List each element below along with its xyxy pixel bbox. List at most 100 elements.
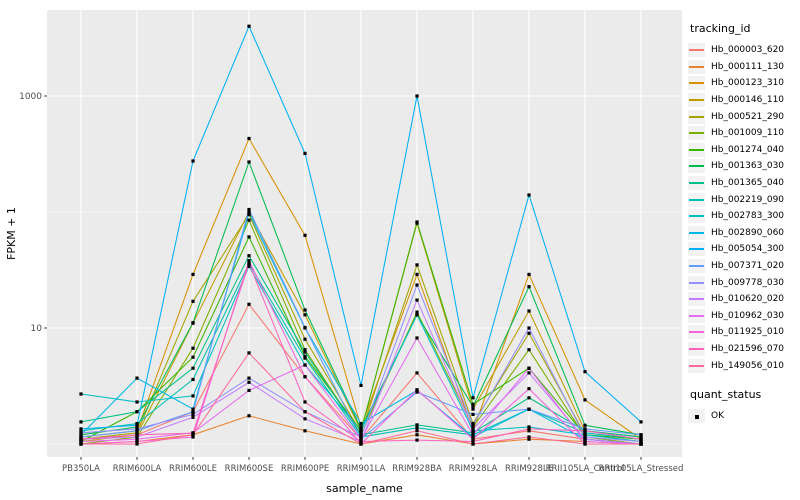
quant-legend: quant_status OK [688, 388, 798, 425]
data-point-marker [135, 425, 139, 429]
data-point-marker [191, 299, 195, 303]
data-point-marker [415, 94, 419, 98]
data-point-marker [191, 394, 195, 398]
data-point-marker [527, 407, 531, 411]
data-point-marker [471, 412, 475, 416]
data-point-marker [415, 220, 419, 224]
legend-item: Hb_007371_020 [688, 258, 798, 275]
x-tick-label: RRIM928LE [505, 464, 553, 474]
data-point-marker [135, 427, 139, 431]
data-point-marker [415, 390, 419, 394]
data-point-marker [247, 261, 251, 266]
data-point-marker [79, 442, 83, 446]
data-point-marker [79, 439, 83, 444]
x-tick-label: RRIM600LA [113, 464, 162, 474]
data-point-marker [471, 402, 475, 406]
legend-item: Hb_001363_030 [688, 158, 798, 175]
data-point-marker [527, 437, 531, 441]
data-point-marker [471, 405, 475, 409]
data-point-marker [135, 410, 139, 414]
legend-swatch [688, 76, 705, 91]
data-point-marker [527, 427, 531, 431]
data-point-marker [583, 370, 587, 374]
legend-line-icon [689, 65, 704, 68]
y-axis-title: FPKM + 1 [5, 207, 18, 260]
data-point-marker [415, 263, 419, 267]
data-point-marker [191, 433, 195, 437]
legend-item-label: Hb_002219_090 [711, 194, 785, 205]
data-point-marker [527, 366, 531, 370]
quant-legend-items: OK [688, 408, 798, 425]
legend-item-label: Hb_000003_620 [711, 45, 785, 56]
data-point-marker [247, 388, 251, 392]
data-point-marker [135, 423, 139, 427]
data-point-marker [471, 437, 475, 441]
plot-panel [47, 10, 682, 457]
data-point-marker [135, 433, 139, 437]
legend-line-icon [689, 331, 704, 334]
legend-item-label: Hb_002783_300 [711, 211, 785, 222]
data-point-marker [471, 435, 475, 439]
quant-legend-item: OK [688, 408, 798, 425]
data-point-marker [303, 325, 307, 330]
data-point-marker [79, 433, 83, 437]
data-point-marker [527, 309, 531, 313]
legend-swatch [688, 358, 705, 373]
data-point-marker [191, 435, 195, 439]
legend-swatch [688, 225, 705, 240]
data-point-marker [639, 439, 643, 444]
legend-item-label: Hb_000146_110 [711, 95, 785, 106]
data-point-marker [303, 429, 307, 433]
data-point-marker [191, 407, 195, 411]
data-point-marker [415, 433, 419, 437]
legend-swatch [688, 308, 705, 323]
data-point-marker [191, 366, 195, 370]
legend-swatch [688, 159, 705, 174]
data-point-marker [303, 410, 307, 414]
data-point-marker [303, 151, 307, 155]
legend-swatch [688, 192, 705, 207]
data-point-marker [639, 420, 643, 424]
legend-item: Hb_021596_070 [688, 341, 798, 358]
data-point-marker [415, 272, 419, 276]
legend-line-icon [689, 298, 704, 301]
data-point-marker [303, 308, 307, 312]
data-point-marker [135, 437, 139, 441]
data-point-marker [471, 425, 475, 429]
legend-item: Hb_000123_310 [688, 75, 798, 92]
x-axis-title: sample_name [326, 482, 403, 495]
data-point-marker [359, 435, 363, 439]
data-point-marker [359, 427, 363, 431]
x-tick-label: RRIM600PE [281, 464, 329, 474]
data-point-marker [303, 313, 307, 317]
data-point-marker [303, 348, 307, 352]
data-point-marker [527, 331, 531, 335]
data-point-marker [79, 429, 83, 433]
data-point-marker [471, 396, 475, 400]
data-point-marker [191, 355, 195, 359]
data-point-marker [247, 414, 251, 418]
x-tick-label: RRIM600LE [169, 464, 217, 474]
data-point-marker [191, 159, 195, 163]
x-tick-label: RRIM928BA [392, 464, 442, 474]
legend-swatch [688, 43, 705, 58]
x-tick-label: RRIM600SE [225, 464, 274, 474]
legend-item: Hb_010620_020 [688, 291, 798, 308]
data-point-marker [415, 313, 419, 317]
data-point-marker [527, 348, 531, 352]
data-point-marker [79, 392, 83, 396]
data-point-marker [359, 431, 363, 435]
y-tick-label: 10 [31, 324, 43, 334]
legend-line-icon [689, 248, 704, 251]
data-point-marker [191, 321, 195, 325]
data-point-marker [527, 396, 531, 400]
data-point-marker [135, 435, 139, 439]
data-point-marker [135, 431, 139, 435]
data-point-marker [247, 160, 251, 164]
legend-swatch [688, 409, 705, 424]
legend-item: Hb_001274_040 [688, 142, 798, 159]
data-point-marker [583, 423, 587, 427]
data-point-marker [247, 264, 251, 268]
